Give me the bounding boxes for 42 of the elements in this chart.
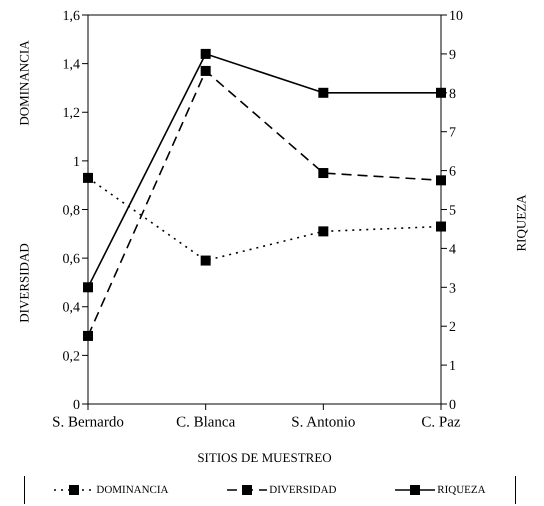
y2-axis-title: RIQUEZA [514,194,530,252]
y2-tick-label: 3 [449,281,456,296]
x-axis-title: SITIOS DE MUESTREO [197,450,332,465]
y2-tick-label: 8 [449,86,456,102]
y-tick-label: 1,4 [62,58,80,73]
y2-tick-label: 1 [449,359,456,374]
legend-label: DIVERSIDAD [269,484,337,496]
x-tick-label: C. Paz [421,414,461,431]
point [200,66,211,76]
y-tick-label: 0,6 [62,252,80,268]
x-tick-label: C. Blanca [176,414,236,431]
point [436,175,446,186]
point [318,168,328,178]
y-tick-label: 0,2 [62,349,80,364]
text: DIVERSIDAD [17,243,33,323]
point [436,222,446,232]
point [83,282,93,292]
point [83,172,93,183]
point [83,330,93,341]
point [318,88,328,98]
y-tick-label: 0,8 [62,203,80,218]
y2-tick-label: 2 [449,320,456,336]
y-tick-label: 0 [73,398,80,413]
y2-tick-label: 0 [449,398,456,413]
y-tick-label: 1 [73,154,80,170]
legend-label: DOMINANCIA [96,484,168,496]
point [200,48,211,59]
x-tick-label: S. Bernardo [52,414,124,431]
y-axis-title: DOMINANCIA [17,40,33,126]
y2-tick-label: 6 [449,164,456,180]
y2-tick-label: 4 [449,242,456,258]
y2-tick-label: 7 [449,126,456,141]
y-tick-label: 0,4 [62,300,80,316]
y2-tick-label: 10 [449,8,463,24]
y-tick-label: 1,6 [62,8,80,24]
y2-tick-label: 9 [449,48,456,63]
legend-label: RIQUEZA [437,484,486,496]
point [318,226,328,236]
y2-tick-label: 5 [449,203,456,218]
point [200,256,211,266]
x-tick-label: S. Antonio [291,414,356,431]
y-tick-label: 1,2 [62,106,80,122]
